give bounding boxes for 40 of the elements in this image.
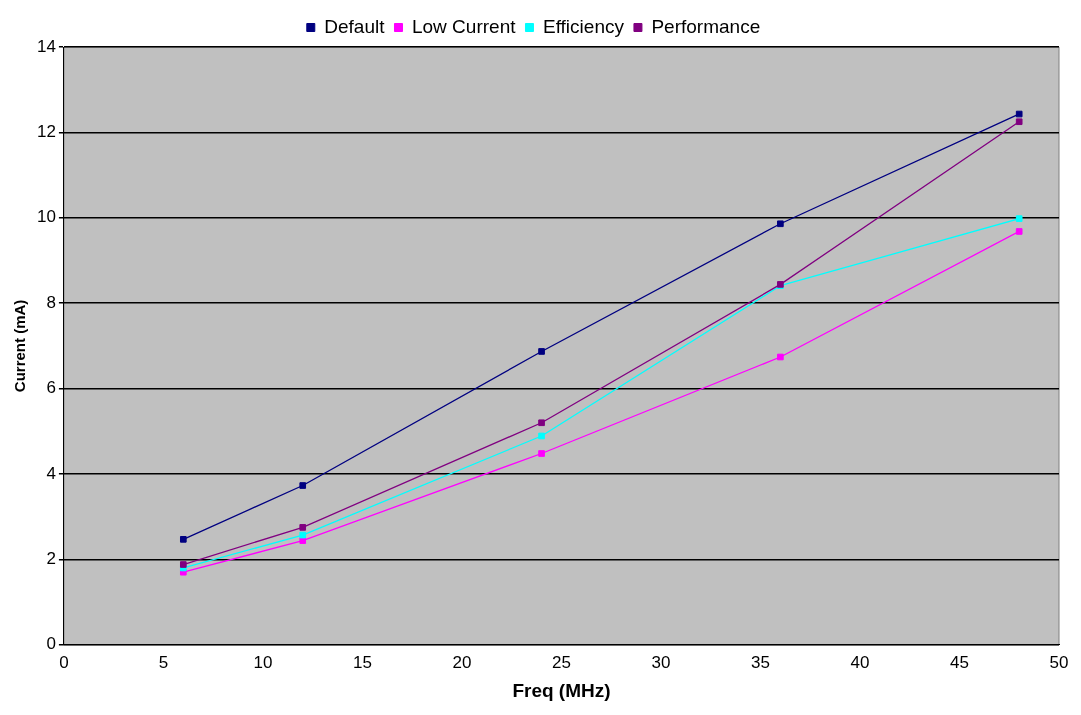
y-tick-label: 4 [46,463,56,483]
x-tick-label: 50 [1049,652,1069,672]
legend-label: Default [324,15,386,37]
y-tick-label: 0 [46,634,56,654]
y-tick-label: 6 [46,378,56,398]
legend-label: Low Current [411,15,517,37]
point [179,536,187,543]
point [1015,110,1023,118]
x-tick-label: 40 [850,652,870,672]
point [179,561,187,568]
point [299,524,307,531]
point [538,432,545,440]
y-axis-title: Current (mA) [11,299,29,393]
point [538,419,545,427]
y-tick-label: 2 [46,549,56,569]
y-tick-label: 12 [36,122,56,142]
point [777,353,784,361]
point [299,482,307,489]
x-tick-label: 10 [253,652,273,672]
x-tick-label: 5 [158,652,169,672]
x-tick-label: 20 [452,652,472,672]
y-tick-label: 14 [36,36,56,56]
point [538,348,545,355]
point [1015,215,1023,222]
point [299,531,307,539]
point [538,450,545,457]
y-tick-label: 8 [46,292,56,312]
legend-label: Efficiency [542,15,625,37]
x-tick-label: 30 [651,652,671,672]
point [777,220,784,228]
x-tick-label: 35 [751,652,770,672]
x-tick-label: 45 [950,652,969,672]
y-tick-label: 10 [36,207,56,227]
point [1015,118,1023,126]
x-tick-label: 0 [59,652,69,672]
x-tick-label: 15 [352,652,372,672]
point [1015,228,1023,235]
legend-label: Performance [651,15,761,37]
x-tick-label: 25 [551,652,571,672]
x-axis-title: Freq (MHz) [512,679,611,701]
